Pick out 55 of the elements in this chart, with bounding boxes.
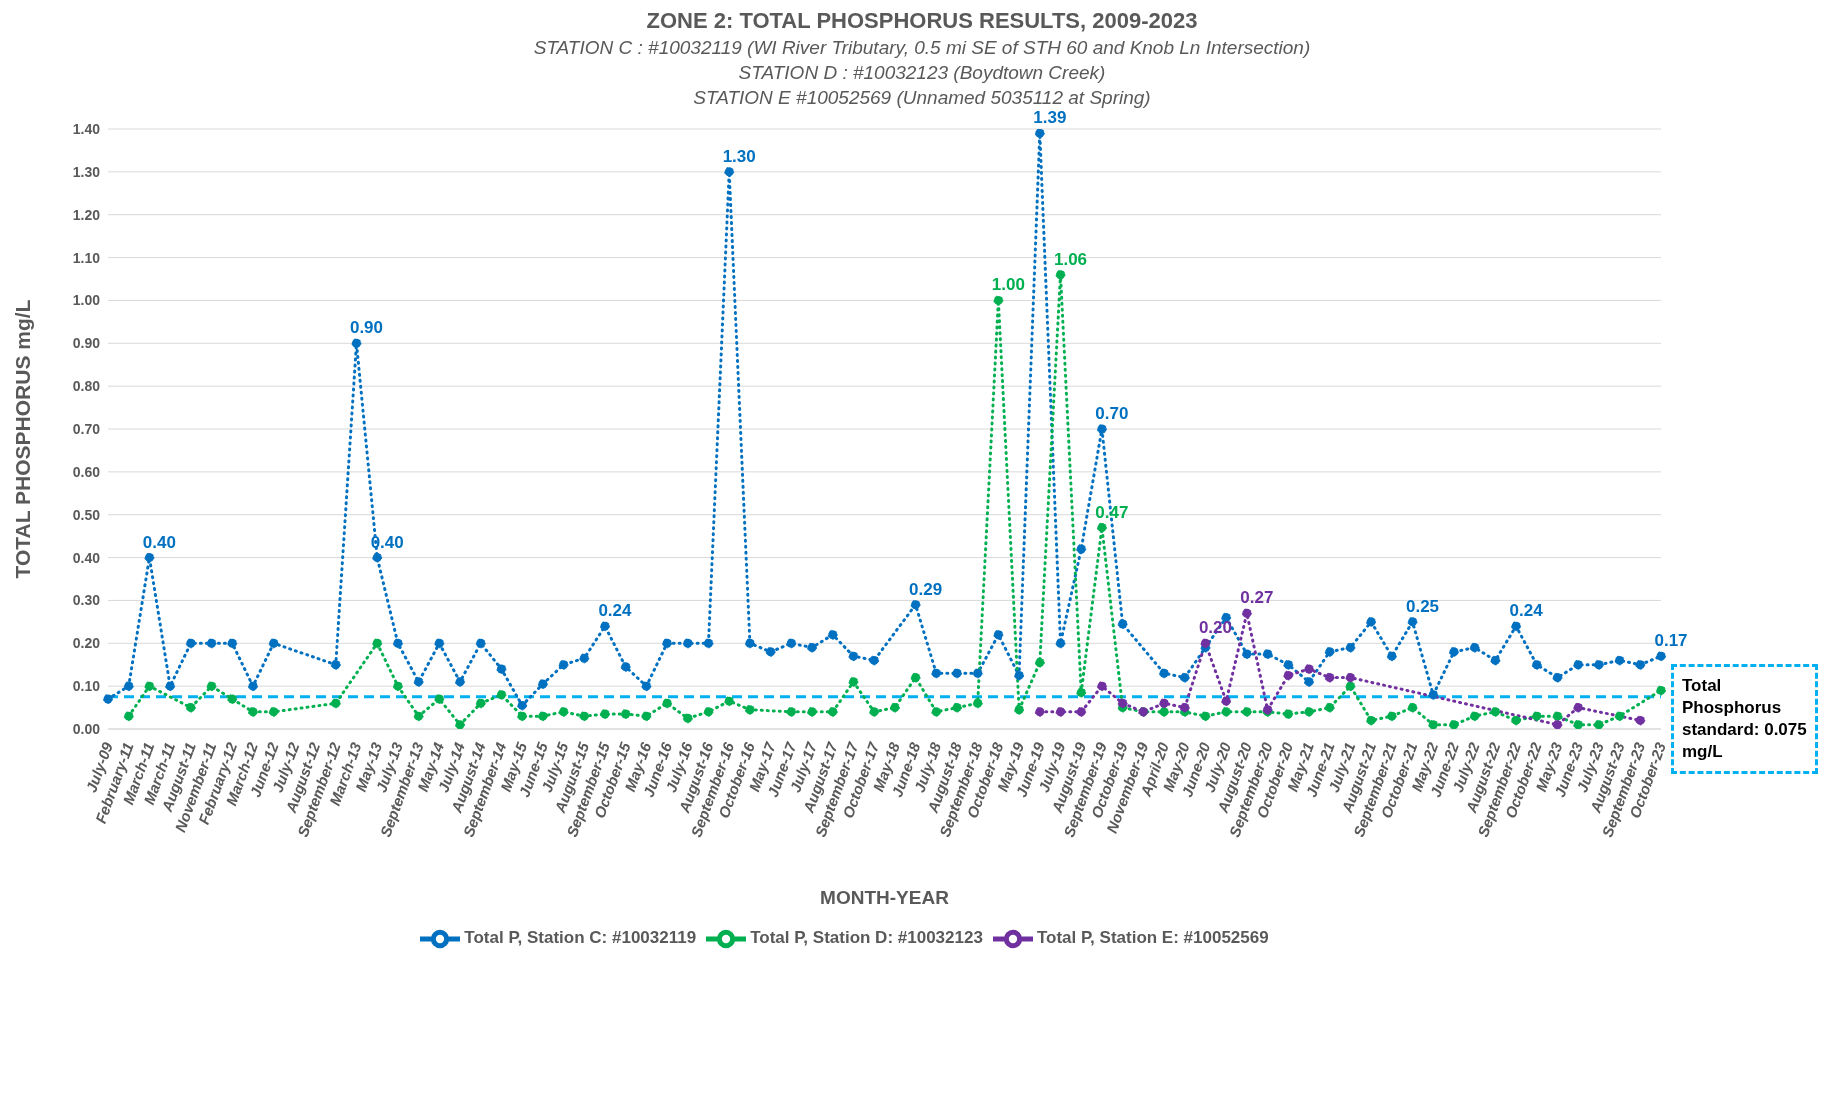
- chart-title: ZONE 2: TOTAL PHOSPHORUS RESULTS, 2009-2023: [645, 8, 1199, 34]
- y-tick-label: 1.00: [72, 292, 101, 309]
- data-label: 0.24: [598, 601, 633, 621]
- y-tick-label: 0.20: [72, 635, 101, 652]
- y-tick-label: 0.40: [72, 549, 101, 566]
- y-tick-label: 1.40: [72, 120, 101, 137]
- data-label: 0.29: [909, 579, 943, 599]
- point: [1324, 672, 1335, 683]
- legend-label: Total P, Station D: #10032123: [750, 928, 983, 948]
- point: [1096, 681, 1107, 692]
- y-tick-label: 0.60: [72, 463, 101, 480]
- point: [1159, 698, 1170, 709]
- chart-subtitle: STATION C : #10032119 (WI River Tributary, 0.5 mi SE of STH 60 and Knob Ln Intersection) STATION D : #10032123 (Boydtown Creek) STATION E #10052569 (Unnamed 5035112 at Spring): [532, 37, 1312, 109]
- point: [1200, 638, 1211, 649]
- y-tick-label: 0.70: [72, 420, 101, 437]
- legend-label: Total P, Station E: #10052569: [1036, 928, 1269, 948]
- y-tick-label: 0.80: [72, 378, 101, 395]
- y-tick-label: 0.00: [72, 720, 101, 737]
- point: [1076, 706, 1087, 717]
- ref-line-label: Total Phosphorus standard: 0.075 mg/L: [1671, 663, 1818, 775]
- point: [1283, 670, 1294, 681]
- point: [1179, 702, 1190, 713]
- data-label: 0.70: [1095, 404, 1129, 423]
- data-label: 0.40: [142, 532, 176, 552]
- data-label: 0.24: [1509, 601, 1544, 621]
- data-label: 0.90: [349, 318, 384, 338]
- point: [1034, 706, 1045, 717]
- x-axis-title: MONTH-YEAR: [820, 887, 950, 908]
- y-tick-label: 1.30: [72, 163, 101, 180]
- data-label: 1.06: [1053, 249, 1088, 269]
- point: [1303, 664, 1314, 674]
- point: [1241, 608, 1252, 619]
- point: [1055, 706, 1066, 717]
- y-tick-label: 0.90: [72, 335, 101, 352]
- data-label: 0.25: [1405, 596, 1440, 616]
- point: [1345, 672, 1356, 683]
- point: [1552, 719, 1563, 729]
- data-label: 1.00: [991, 275, 1025, 295]
- y-tick-label: 0.50: [72, 506, 101, 523]
- point: [1635, 715, 1646, 726]
- data-label: 1.30: [722, 146, 756, 166]
- data-label: 0.40: [370, 532, 404, 552]
- y-tick-label: 0.10: [72, 678, 101, 695]
- legend-label: Total P, Station C: #10032119: [464, 928, 697, 948]
- data-label: 0.17: [1654, 631, 1688, 651]
- data-label: 1.39: [1033, 108, 1067, 128]
- data-label: 0.27: [1240, 588, 1274, 608]
- y-tick-label: 1.20: [72, 206, 101, 223]
- y-tick-label: 1.10: [72, 249, 101, 266]
- y-axis-title: TOTAL PHOSPHORUS mg/L: [11, 299, 35, 579]
- point: [1117, 698, 1128, 709]
- y-tick-label: 0.30: [72, 592, 101, 609]
- point: [1221, 696, 1232, 707]
- point: [1573, 702, 1584, 713]
- data-label: 0.47: [1095, 502, 1129, 522]
